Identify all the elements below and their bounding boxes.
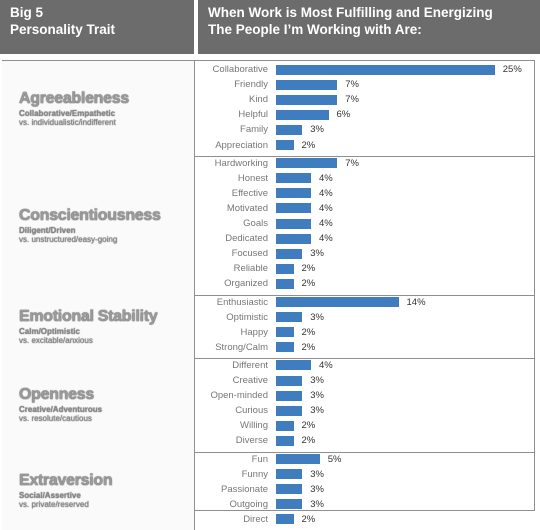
data-label: 2% — [302, 263, 316, 274]
category-label: Effective — [102, 188, 268, 199]
bar — [276, 234, 311, 244]
bar — [276, 454, 320, 464]
header-left-line1: Big 5 — [10, 4, 186, 21]
data-label: 2% — [302, 140, 316, 151]
category-label: Honest — [102, 173, 268, 184]
data-label: 2% — [302, 420, 316, 431]
bar — [276, 264, 294, 274]
category-label: Helpful — [102, 109, 268, 120]
category-label: Creative — [102, 375, 268, 386]
data-label: 3% — [310, 375, 324, 386]
data-label: 3% — [310, 405, 324, 416]
bar — [276, 499, 302, 509]
category-label: Optimistic — [102, 312, 268, 323]
data-label: 25% — [503, 64, 522, 75]
header-trait-column: Big 5 Personality Trait — [0, 0, 196, 54]
data-label: 4% — [319, 233, 333, 244]
header-right-line2: The People I’m Working with Are: — [208, 21, 532, 38]
category-label: Goals — [102, 218, 268, 229]
data-label: 2% — [302, 514, 316, 525]
category-label: Friendly — [102, 79, 268, 90]
header-left-line2: Personality Trait — [10, 21, 186, 38]
data-label: 4% — [319, 188, 333, 199]
category-label: Different — [102, 360, 268, 371]
data-label: 3% — [310, 390, 324, 401]
data-label: 4% — [319, 360, 333, 371]
category-label: Diverse — [102, 435, 268, 446]
data-label: 2% — [302, 327, 316, 338]
data-label: 7% — [345, 158, 359, 169]
category-label: Collaborative — [102, 64, 268, 75]
bar — [276, 203, 311, 213]
data-label: 3% — [310, 124, 324, 135]
category-label: Family — [102, 124, 268, 135]
bar — [276, 469, 302, 479]
category-label: Open-minded — [102, 390, 268, 401]
category-label: Dedicated — [102, 233, 268, 244]
category-label: Organized — [102, 278, 268, 289]
category-label: Kind — [102, 94, 268, 105]
header-right-line1: When Work is Most Fulfilling and Energiz… — [208, 4, 532, 21]
category-label: Fun — [102, 454, 268, 465]
bar — [276, 219, 311, 229]
data-label: 6% — [337, 109, 351, 120]
bar — [276, 140, 294, 150]
header-chart-column: When Work is Most Fulfilling and Energiz… — [198, 0, 540, 54]
bar — [276, 436, 294, 446]
bar — [276, 360, 311, 370]
bar — [276, 95, 337, 105]
category-label: Willing — [102, 420, 268, 431]
bar — [276, 514, 294, 524]
bar — [276, 484, 302, 494]
data-label: 3% — [310, 484, 324, 495]
bar — [276, 125, 302, 135]
bar — [276, 279, 294, 289]
data-label: 3% — [310, 469, 324, 480]
category-label: Strong/Calm — [102, 342, 268, 353]
data-label: 3% — [310, 499, 324, 510]
bar — [276, 158, 337, 168]
category-label: Enthusiastic — [102, 297, 268, 308]
data-label: 7% — [345, 79, 359, 90]
category-label: Outgoing — [102, 499, 268, 510]
bar — [276, 312, 302, 322]
category-label: Happy — [102, 327, 268, 338]
bar — [276, 80, 337, 90]
data-label: 4% — [319, 218, 333, 229]
bar — [276, 327, 294, 337]
bar — [276, 188, 311, 198]
data-label: 2% — [302, 342, 316, 353]
category-label: Passionate — [102, 484, 268, 495]
category-label: Direct — [102, 514, 268, 525]
bar — [276, 297, 399, 307]
bar — [276, 376, 302, 386]
data-label: 5% — [328, 454, 342, 465]
bar — [276, 342, 294, 352]
bar — [276, 173, 311, 183]
bar — [276, 421, 294, 431]
category-label: Curious — [102, 405, 268, 416]
category-label: Reliable — [102, 263, 268, 274]
data-label: 3% — [310, 312, 324, 323]
bar — [276, 249, 302, 259]
category-label: Appreciation — [102, 140, 268, 151]
data-label: 3% — [310, 248, 324, 259]
data-label: 7% — [345, 94, 359, 105]
data-label: 2% — [302, 278, 316, 289]
category-label: Hardworking — [102, 158, 268, 169]
category-label: Motivated — [102, 203, 268, 214]
category-label: Focused — [102, 248, 268, 259]
chart-root: Big 5 Personality Trait When Work is Mos… — [0, 0, 540, 513]
bar — [276, 110, 329, 120]
bar — [276, 391, 302, 401]
data-label: 4% — [319, 203, 333, 214]
bar — [276, 65, 495, 75]
bar — [276, 406, 302, 416]
data-label: 14% — [407, 297, 426, 308]
data-label: 2% — [302, 435, 316, 446]
data-label: 4% — [319, 173, 333, 184]
category-label: Funny — [102, 469, 268, 480]
